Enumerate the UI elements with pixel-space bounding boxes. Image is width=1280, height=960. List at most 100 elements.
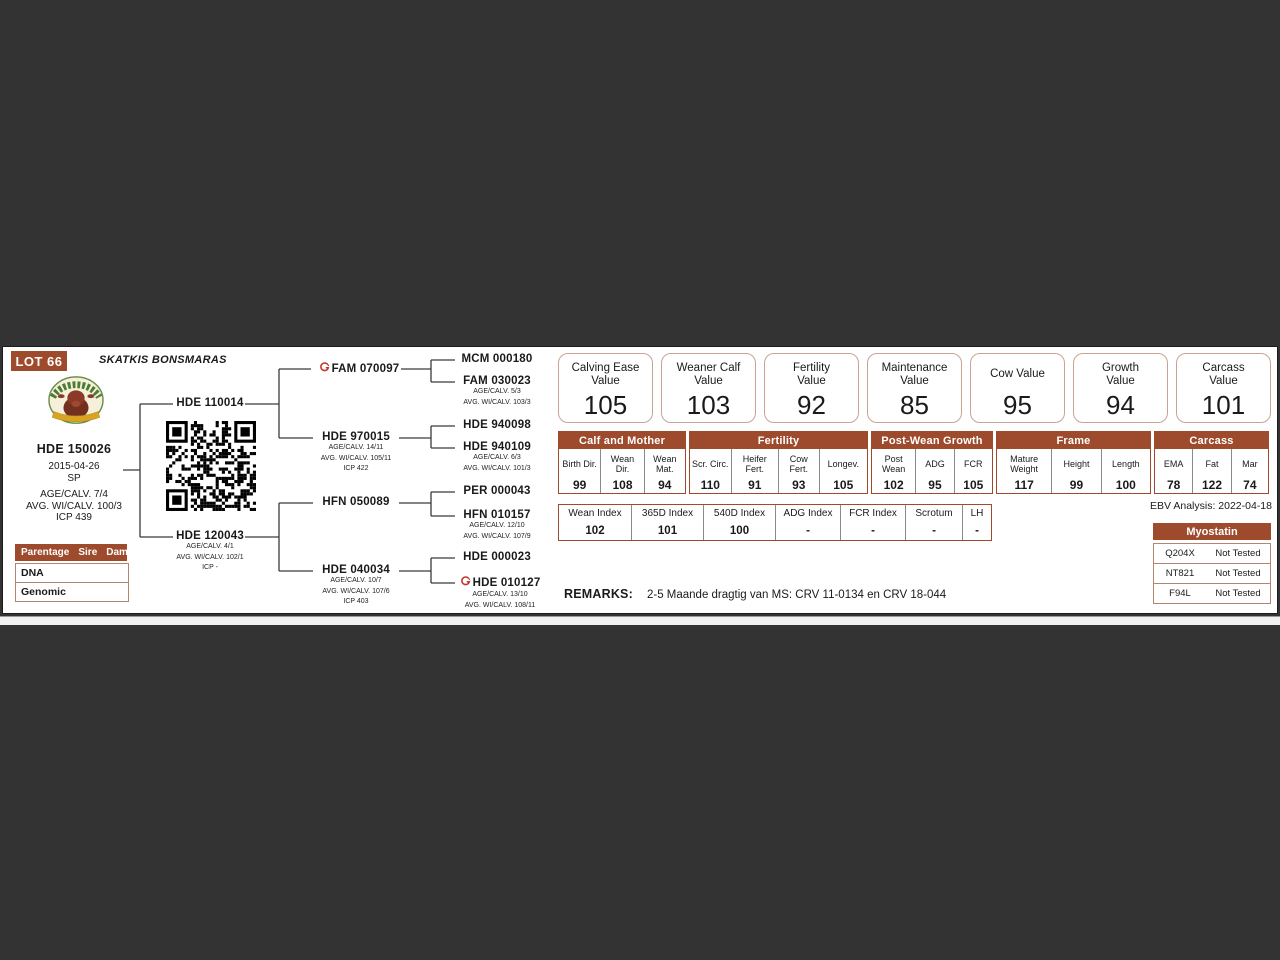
remarks: REMARKS: 2-5 Maande dragtig van MS: CRV … [564,587,946,601]
ebv-col-label: EMA [1163,458,1184,469]
ebv-col-label: Fat [1205,458,1219,469]
certified-icon [460,576,471,590]
ebv-col-label: Birth Dir. [562,458,597,469]
parentage-header: Parentage Sire Dam [15,544,128,561]
myostatin-title: Myostatin [1153,523,1271,540]
pedigree-animal-id: MCM 000180 [461,353,533,365]
value-box-value: 95 [1003,390,1032,420]
subject-age-calv: AGE/CALV. 7/4 [40,489,108,500]
ebv-col-label: Wean Mat. [653,453,677,474]
pedigree-sub-line: AVG. WI/CALV. 102/1 [176,553,244,561]
pedigree-animal-id: HDE 040034 [322,564,390,576]
parentage-table: DNA Genomic [15,563,129,602]
pedigree-gen4-node: HFN 010157 AGE/CALV. 12/10 AVG. WI/CALV.… [417,509,577,542]
pedigree-animal-id: HDE 970015 [322,431,390,443]
ebv-col-value: 94 [658,478,672,492]
ebv-col-label: Cow Fert. [789,453,809,474]
pedigree-gen4-node: MCM 000180 [417,353,577,365]
myostatin-result: Not Tested [1215,548,1261,559]
pedigree-sub-line: AVG. WI/CALV. 108/11 [464,601,536,609]
ebv-group-title: Fertility [690,432,867,449]
ebv-group-tables: Calf and Mother Birth Dir. 99 Wean Dir. 10… [558,431,1269,494]
index-label: Wean Index [568,508,622,519]
value-box-calving-ease: Calving Ease Value 105 [558,353,653,423]
value-box-value: 92 [797,390,826,420]
ebv-col-value: 102 [883,478,904,492]
value-box-maintenance: Maintenance Value 85 [867,353,962,423]
ebv-group-title: Post-Wean Growth [872,432,992,449]
value-box-fertility: Fertility Value 92 [764,353,859,423]
pedigree-animal-id: HFN 010157 [463,509,531,521]
index-value: - [806,525,810,537]
pedigree-gen3-node: FAM 070097 [279,362,439,376]
ebv-col-value: 110 [700,478,720,492]
pedigree-animal-id: HDE 000023 [463,551,531,563]
pedigree-animal-id: HFN 050089 [322,496,390,508]
pedigree-gen4-node: FAM 030023 AGE/CALV. 5/3 AVG. WI/CALV. 1… [417,375,577,408]
table-row: NT821 Not Tested [1154,563,1270,583]
ebv-col-value: 91 [748,478,762,492]
farm-name: SKATKIS BONSMARAS [99,354,227,366]
ebv-col-value: 108 [612,478,633,492]
pedigree-animal-id: HDE 120043 [176,530,244,542]
ebv-col-value: 105 [963,478,984,492]
pedigree-sub-line: AVG. WI/CALV. 103/3 [463,398,531,406]
index-label: 540D Index [713,508,766,519]
index-value: 100 [729,525,750,537]
ebv-col-value: 100 [1115,478,1136,492]
ebv-group-title: Frame [997,432,1150,449]
ebv-col-label: ADG [925,458,945,469]
ebv-group-frame: Frame Mature Weight 117 Height 99 Length 10… [996,431,1151,494]
ebv-col-label: Post Wean [881,453,906,474]
ebv-group-post-wean-growth: Post-Wean Growth Post Wean 102 ADG 95 FCR 1… [871,431,993,494]
ebv-col-label: Wean Dir. [610,453,635,474]
qr-code [166,421,256,511]
pedigree-animal-id: FAM 070097 [331,363,400,375]
pedigree-sub-line: AVG. WI/CALV. 101/3 [463,464,531,472]
pedigree-animal-id: HDE 110014 [176,397,244,409]
value-boxes-row: Calving Ease Value 105 Weaner Calf Value… [558,353,1271,423]
parentage-row-genomic: Genomic [21,586,66,598]
value-box-label: Cow Value [990,368,1045,381]
ebv-col-value: 99 [1069,478,1084,492]
ebv-group-title: Calf and Mother [559,432,685,449]
index-value: 101 [657,525,678,537]
ebv-col-label: FCR [964,458,983,469]
pedigree-sire: HDE 110014 [130,397,290,409]
pedigree-animal-id: HDE 010127 [472,577,541,589]
pedigree-sub-line: AGE/CALV. 13/10 [472,591,528,598]
ebv-col-value: 99 [572,478,587,492]
pedigree-sub-line: AGE/CALV. 4/1 [186,543,234,550]
pedigree-gen3-node: HDE 040034 AGE/CALV. 10/7 AVG. WI/CALV. … [276,564,436,608]
subject-avg-wi-calv: AVG. WI/CALV. 100/3 [26,500,122,512]
table-row: Genomic [16,582,128,601]
catalog-sheet: LOT 66 SKATKIS BONSMARAS HDE 150026 2015… [2,346,1278,614]
value-box-growth: Growth Value 94 [1073,353,1168,423]
myostatin-result: Not Tested [1215,568,1261,579]
value-box-value: 94 [1106,390,1135,420]
value-box-cow: Cow Value 95 [970,353,1065,423]
parentage-header-dam: Dam [106,547,128,558]
certified-icon [319,362,330,376]
index-value: - [932,525,936,537]
myostatin-gene: F94L [1169,588,1191,599]
ebv-analysis-date: EBV Analysis: 2022-04-18 [1150,500,1272,512]
ebv-col-label: Height [1063,458,1090,469]
subject-status: SP [67,472,81,484]
value-box-weaner-calf: Weaner Calf Value 103 [661,353,756,423]
value-box-carcass: Carcass Value 101 [1176,353,1271,423]
pedigree-gen3-node: HFN 050089 [276,496,436,508]
table-row: DNA [16,564,128,582]
value-box-label: Maintenance Value [881,361,948,388]
pedigree-gen4-node: HDE 000023 [417,551,577,563]
index-label: ADG Index [783,508,833,519]
ebv-col-label: Length [1112,458,1140,469]
index-value: 102 [585,525,605,537]
pedigree-animal-id: HDE 940109 [463,441,531,453]
ebv-col-value: 105 [833,478,854,492]
ebv-col-label: Mature Weight [1010,453,1039,474]
pedigree-sub-line: AGE/CALV. 6/3 [473,454,521,461]
pedigree-animal-id: HDE 940098 [463,419,531,431]
ebv-group-carcass: Carcass EMA 78 Fat 122 Mar 74 [1154,431,1269,494]
